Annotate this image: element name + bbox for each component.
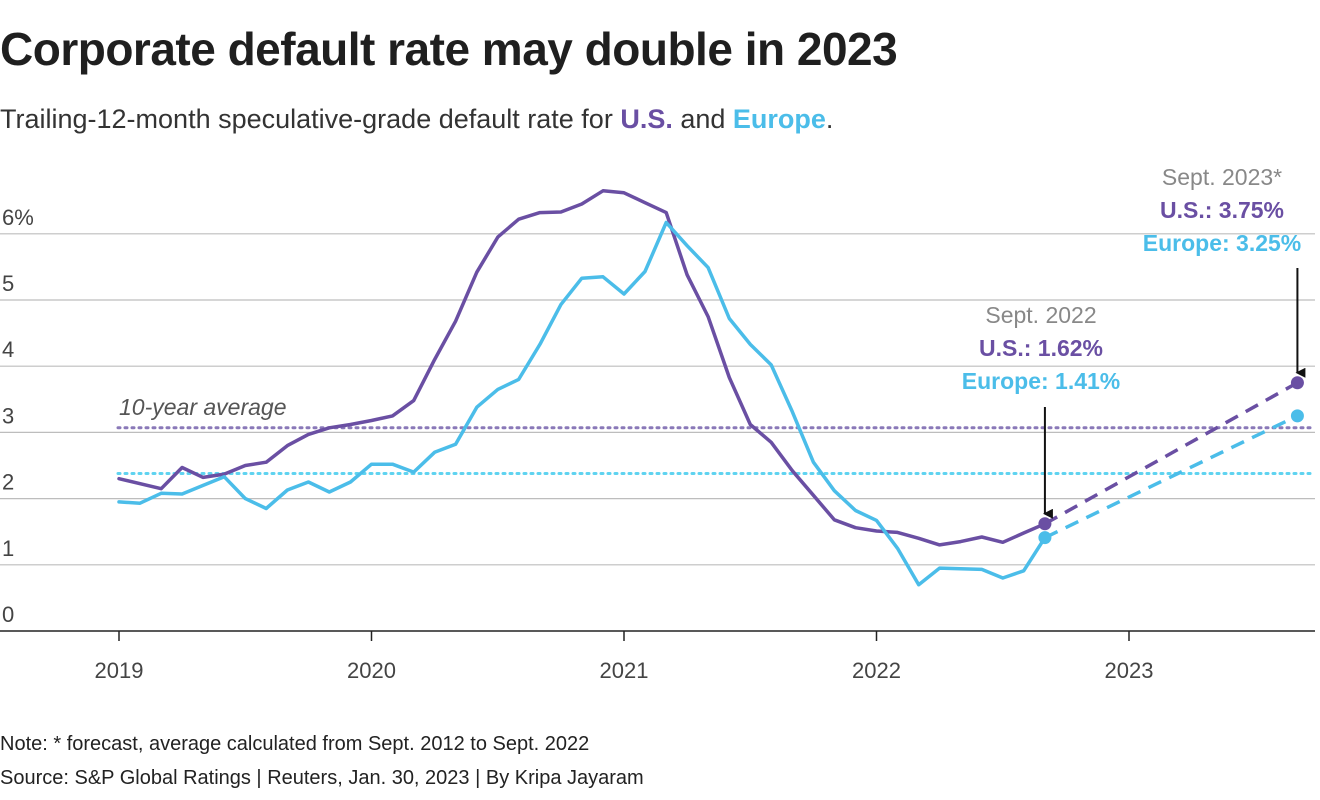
europe-series-line	[117, 220, 1047, 587]
line-chart: 0 1 2 3 4 5 6% 2019 2020 2021 2022 2023 10-year ave…	[0, 164, 1317, 683]
y-tick-label: 5	[2, 271, 14, 296]
annotation-layer: Sept. 2022 U.S.: 1.62% Europe: 1.41% Sept. …	[962, 164, 1306, 519]
x-tick-label: 2023	[1105, 658, 1154, 683]
chart-title: Corporate default rate may double in 202…	[0, 23, 898, 75]
footer-note: Note: * forecast, average calculated fro…	[0, 733, 590, 755]
y-tick-label: 3	[2, 403, 14, 428]
europe-forecast-line	[1044, 414, 1299, 540]
europe-point-sept-2023	[1290, 409, 1304, 423]
footer-source: Source: S&P Global Ratings | Reuters, Ja…	[0, 767, 644, 789]
us-point-sept-2023	[1290, 376, 1304, 390]
annotation-sept-2023-date: Sept. 2023*	[1162, 164, 1282, 190]
chart-subtitle: Trailing-12-month speculative-grade defa…	[0, 104, 833, 135]
y-tick-label: 6%	[2, 205, 34, 230]
subtitle-suffix: .	[825, 104, 834, 134]
subtitle-us: U.S.	[620, 104, 673, 134]
reference-layer: 10-year average	[116, 394, 1317, 475]
annotation-sept-2023-europe-value: Europe: 3.25%	[1143, 230, 1302, 256]
x-tick-label: 2022	[852, 658, 901, 683]
annotation-sept-2023-us-value: U.S.: 3.75%	[1160, 197, 1284, 223]
annotation-sept-2022-europe-value: Europe: 1.41%	[962, 368, 1121, 394]
subtitle-prefix: Trailing-12-month speculative-grade defa…	[0, 104, 621, 134]
average-label: 10-year average	[119, 394, 287, 420]
y-tick-label: 1	[2, 536, 14, 561]
europe-point-sept-2022	[1038, 531, 1052, 545]
annotation-sept-2022-us-value: U.S.: 1.62%	[979, 335, 1103, 361]
y-tick-label: 0	[2, 602, 14, 627]
subtitle-europe: Europe	[732, 104, 826, 134]
annotation-sept-2022-date: Sept. 2022	[985, 302, 1096, 328]
subtitle-and: and	[672, 104, 733, 134]
us-point-sept-2022	[1038, 517, 1052, 531]
grid-layer: 0 1 2 3 4 5 6% 2019 2020 2021 2022 2023	[0, 205, 1315, 683]
x-tick-label: 2019	[95, 658, 144, 683]
us-series-line	[117, 189, 1047, 547]
series-layer	[117, 189, 1304, 587]
x-tick-label: 2020	[347, 658, 396, 683]
y-tick-label: 2	[2, 470, 14, 495]
x-tick-label: 2021	[600, 658, 649, 683]
y-tick-label: 4	[2, 337, 14, 362]
us-forecast-line	[1044, 381, 1299, 526]
